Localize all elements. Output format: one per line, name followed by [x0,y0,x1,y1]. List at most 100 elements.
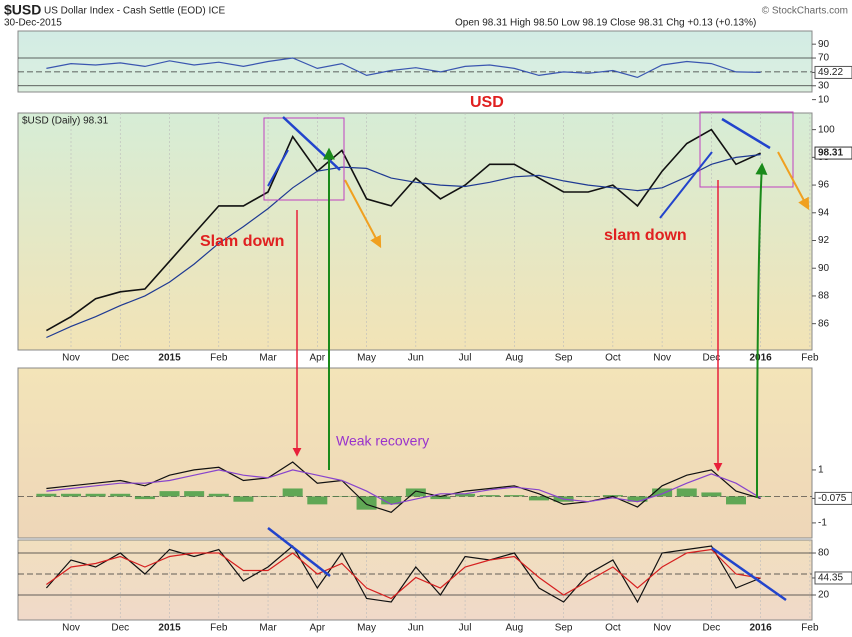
histogram-bar [479,495,500,497]
x-tick-label: Aug [505,623,523,634]
y-tick-label: 90 [818,263,830,274]
y-tick-label: 1 [818,465,824,476]
rsi-panel [17,30,813,93]
weak-annotation: Weak recovery [336,433,429,449]
index-name: US Dollar Index - Cash Settle (EOD) ICE [44,6,225,17]
y-tick-label: 70 [818,53,830,64]
highlight-box [699,111,794,188]
x-tick-label: Sep [555,353,573,364]
histogram-bar [233,496,254,502]
x-tick-label: Nov [62,623,80,634]
trendline [721,117,771,150]
histogram-bar [381,496,402,505]
trendline [267,527,331,577]
x-tick-label: 2015 [158,623,181,634]
histogram-bar [528,496,549,501]
histogram-bar [258,496,279,497]
x-tick-label: Jul [459,353,472,364]
y-tick-label: -0.075 [818,493,847,504]
value-box [814,65,852,79]
histogram-bar [652,488,673,497]
histogram-bar [676,488,697,497]
symbol: $USD [4,2,41,18]
y-tick-label: 96 [818,180,830,191]
last-value: 98.31 [818,148,843,159]
series-line [46,128,761,332]
trendline [659,151,713,219]
x-tick-label: Sep [555,623,573,634]
histogram-bar [750,496,771,497]
value-box [814,146,852,160]
histogram-bar [331,496,352,497]
histogram-bar [627,496,648,502]
x-tick-label: Aug [505,353,523,364]
date: 30-Dec-2015 [4,18,62,29]
arrow [777,151,810,211]
slam-annotation: slam down [604,227,687,244]
histogram-bar [602,495,623,497]
x-tick-label: Mar [259,623,277,634]
macd-panel [17,367,813,539]
x-tick-label: Dec [702,353,720,364]
series-line [46,57,761,79]
x-tick-label: 2016 [750,623,773,634]
histogram-bar [85,493,106,497]
x-tick-label: Dec [111,623,129,634]
y-tick-label: 88 [818,291,830,302]
y-tick-label: 49.22 [818,67,843,78]
histogram-bar [307,496,328,505]
y-tick-label: 94 [818,207,830,218]
histogram-bar [110,493,131,497]
y-tick-label: 44.35 [818,573,843,584]
x-tick-label: Oct [605,623,621,634]
x-tick-label: May [357,623,376,634]
x-tick-label: Nov [62,353,80,364]
y-tick-label: -1 [818,518,827,529]
x-tick-label: Feb [210,623,228,634]
y-tick-label: 86 [818,318,830,329]
histogram-bar [578,496,599,497]
histogram-bar [455,493,476,497]
plot-layer: 90 70 49.22 30 10 Nov Dec 2015 Feb Mar Apr May Jun Ju… [18,39,852,634]
y-tick-label: 10 [818,94,830,105]
histogram-bar [184,491,205,497]
x-tick-label: Nov [653,353,671,364]
y-tick-label: 80 [818,548,830,559]
x-tick-label: Feb [210,353,228,364]
x-tick-label: 2015 [158,353,181,364]
x-tick-label: Feb [801,623,819,634]
y-tick-label: 30 [818,80,830,91]
x-tick-label: Mar [259,353,277,364]
histogram-bar [36,493,57,497]
x-tick-label: May [357,353,376,364]
arrow [755,162,768,499]
x-tick-label: Dec [702,623,720,634]
x-tick-label: Dec [111,353,129,364]
series-line [46,469,761,506]
histogram-bar [504,495,525,497]
series-line [46,548,761,600]
x-tick-label: Apr [310,623,326,634]
highlight-box [263,117,345,201]
value-box [814,491,852,505]
x-tick-label: Oct [605,353,621,364]
series-line [46,154,761,339]
y-tick-label: 90 [818,39,830,50]
histogram-bar [208,493,229,497]
histogram-bar [405,488,426,497]
x-tick-label: Nov [653,623,671,634]
trendline [267,149,289,187]
quote: Open 98.31 High 98.50 Low 98.19 Close 98… [455,18,756,29]
title-annotation: USD [470,94,504,111]
histogram-bar [726,496,747,505]
y-tick-label: 100 [818,124,835,135]
histogram-bar [61,493,81,497]
x-tick-label: Jul [459,623,472,634]
arrow [344,179,382,249]
histogram-bar [134,496,155,500]
slam-annotation: Slam down [200,233,284,250]
series-line [45,545,761,604]
price-legend: $USD (Daily) 98.31 [22,116,109,127]
credit: © StockCharts.com [762,6,848,17]
